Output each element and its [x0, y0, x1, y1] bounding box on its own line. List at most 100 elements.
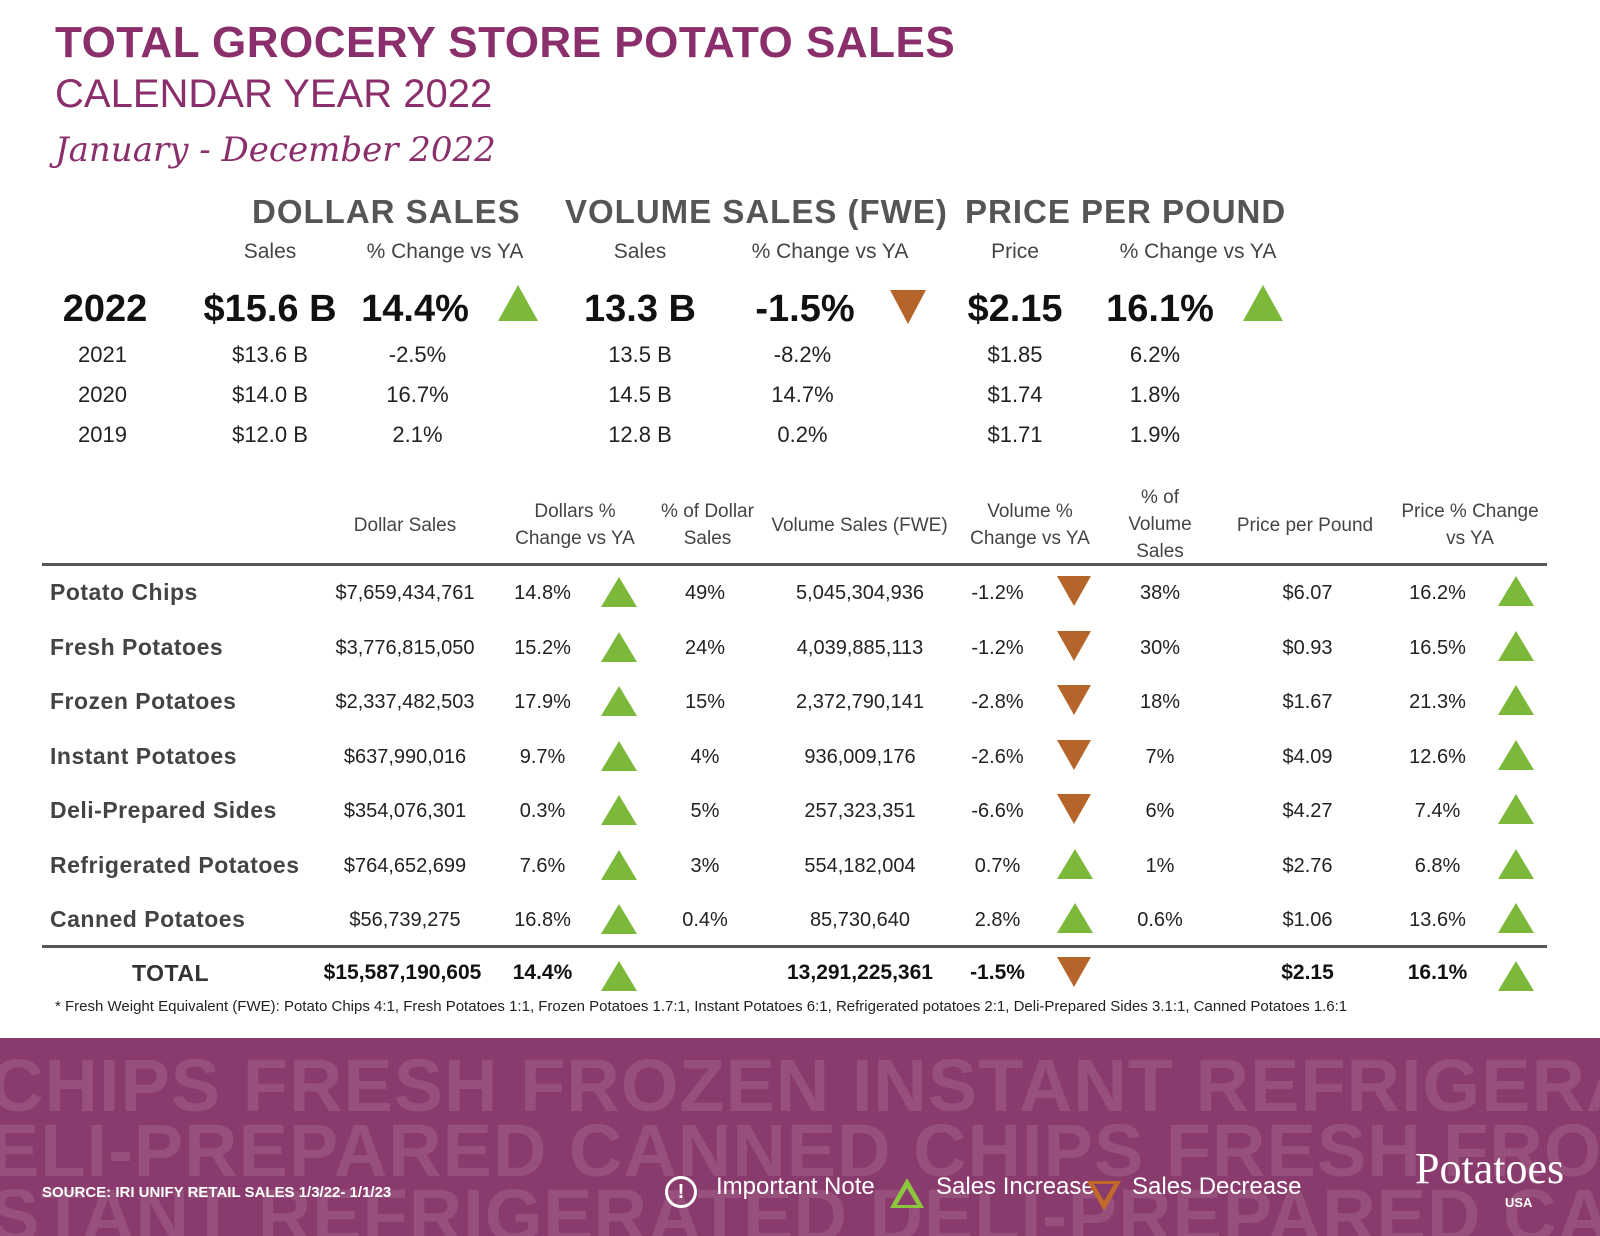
price-subhead: Price: [991, 240, 1039, 263]
dollar-sales-cell: $7,659,434,761: [335, 582, 475, 604]
sales-increase-icon: [1057, 903, 1093, 933]
sales-increase-icon: [1498, 739, 1534, 770]
table-header-rule: [42, 563, 1547, 566]
price-change-cell: 16.2%: [1409, 582, 1466, 604]
summary-dollar-change: 16.7%: [386, 382, 449, 407]
dollar-change-cell: 0.3%: [519, 800, 566, 822]
fwe-footnote: * Fresh Weight Equivalent (FWE): Potato …: [55, 998, 1348, 1015]
watermark-line: ELI-PREPARED CANNED CHIPS FRESH FROZEN I…: [0, 1109, 1600, 1192]
sales-decrease-icon: [1057, 957, 1091, 987]
sales-decrease-icon: [1057, 739, 1091, 770]
dollar-sales-subhead: Sales: [243, 240, 297, 263]
summary-volume-change: -1.5%: [755, 288, 855, 330]
summary-dollar-sales: $14.0 B: [232, 382, 308, 407]
row-category-label: Deli-Prepared Sides: [50, 797, 277, 823]
price-cell: $6.07: [1282, 582, 1333, 604]
price-cell: $1.06: [1282, 909, 1333, 931]
sales-increase-icon: [890, 1178, 924, 1208]
dollar-change-cell: 15.2%: [514, 636, 571, 659]
sales-increase-icon: [498, 285, 538, 321]
pct-volume-cell: 1%: [1145, 854, 1175, 877]
page-title: TOTAL GROCERY STORE POTATO SALES: [55, 18, 956, 67]
summary-price-change: 6.2%: [1129, 342, 1181, 367]
summary-price: $1.85: [987, 342, 1043, 367]
sales-decrease-icon: [890, 290, 926, 324]
dollar-sales-cell: $637,990,016: [343, 745, 467, 768]
pct-volume-cell: 18%: [1139, 691, 1181, 713]
col-volume-sales: Volume Sales (FWE): [771, 515, 948, 536]
summary-price-change: 1.8%: [1129, 382, 1181, 407]
total-dollar-sales: $15,587,190,605: [323, 961, 482, 984]
source-note: SOURCE: IRI UNIFY RETAIL SALES 1/3/22- 1…: [42, 1184, 392, 1201]
sales-decrease-icon: [1057, 794, 1091, 824]
volume-sales-subhead: Sales: [613, 240, 667, 263]
pct-volume-cell: 30%: [1139, 636, 1181, 659]
sales-decrease-icon: [1057, 576, 1091, 606]
date-range: January - December 2022: [55, 130, 496, 170]
volume-sales-cell: 936,009,176: [804, 745, 916, 768]
summary-volume-sales: 13.5 B: [608, 342, 672, 367]
legend-sales-decrease: Sales Decrease: [1132, 1173, 1302, 1200]
pct-dollar-cell: 5%: [690, 800, 720, 822]
sales-increase-icon: [601, 686, 637, 716]
summary-dollar-change: 2.1%: [392, 422, 443, 447]
sales-increase-icon: [601, 961, 637, 991]
legend-sales-increase: Sales Increase: [936, 1173, 1095, 1200]
watermark-line: STANT REFRIGERATED DELI-PREPARED CANNED: [0, 1174, 1600, 1236]
volume-sales-heading: VOLUME SALES (FWE): [565, 193, 948, 230]
volume-change-cell: 2.8%: [974, 909, 1021, 931]
price-change-subhead: % Change vs YA: [1119, 240, 1277, 263]
summary-volume-change: 0.2%: [777, 422, 828, 447]
volume-sales-cell: 257,323,351: [804, 800, 916, 822]
pct-volume-cell: 7%: [1145, 745, 1175, 768]
summary-volume-sales: 14.5 B: [608, 382, 672, 407]
important-note-icon: !: [665, 1176, 697, 1208]
sales-increase-icon: [1498, 794, 1534, 824]
price-cell: $0.93: [1282, 636, 1333, 659]
price-cell: $4.09: [1282, 745, 1333, 768]
total-dollar-change: 14.4%: [512, 961, 573, 984]
sales-increase-icon: [1498, 848, 1534, 879]
potatoes-usa-logo-sub: USA: [1505, 1195, 1533, 1210]
dollar-sales-cell: $2,337,482,503: [335, 691, 475, 713]
summary-dollar-sales: $13.6 B: [232, 342, 308, 367]
row-category-label: Frozen Potatoes: [50, 688, 237, 714]
potatoes-usa-logo: Potatoes: [1415, 1144, 1565, 1193]
pct-dollar-cell: 24%: [684, 636, 726, 659]
summary-volume-change: 14.7%: [771, 382, 834, 407]
pct-volume-cell: 38%: [1139, 582, 1181, 604]
summary-price-change: 1.9%: [1129, 422, 1181, 447]
volume-change-cell: -1.2%: [971, 636, 1024, 659]
col-pct-volume: % of Volume Sales: [1128, 487, 1192, 562]
volume-change-cell: -6.6%: [971, 800, 1024, 822]
volume-sales-cell: 4,039,885,113: [796, 636, 924, 659]
summary-price: $2.15: [967, 288, 1063, 330]
dollar-sales-heading: DOLLAR SALES: [252, 193, 521, 230]
sales-increase-icon: [1243, 285, 1283, 321]
col-dollar-sales: Dollar Sales: [353, 515, 457, 536]
volume-change-cell: 0.7%: [974, 854, 1021, 877]
dollar-change-cell: 9.7%: [519, 745, 566, 768]
watermark-line: CHIPS FRESH FROZEN INSTANT REFRIGERATED …: [0, 1044, 1600, 1127]
price-change-cell: 6.8%: [1414, 854, 1461, 877]
sales-decrease-icon: [1057, 630, 1091, 661]
pct-dollar-cell: 4%: [690, 745, 720, 768]
dollar-change-subhead: % Change vs YA: [366, 240, 524, 263]
summary-year: 2020: [78, 382, 127, 407]
dollar-change-cell: 17.9%: [514, 691, 571, 713]
dollar-sales-cell: $3,776,815,050: [335, 636, 475, 659]
page-subtitle: CALENDAR YEAR 2022: [55, 72, 493, 116]
row-category-label: Canned Potatoes: [50, 906, 246, 932]
price-cell: $1.67: [1282, 691, 1333, 713]
col-dollar-change: Dollars % Change vs YA: [515, 501, 635, 549]
row-category-label: Fresh Potatoes: [50, 633, 224, 660]
total-price-change: 16.1%: [1407, 961, 1468, 984]
total-price: $2.15: [1281, 961, 1334, 984]
sales-increase-icon: [601, 904, 637, 934]
summary-dollar-sales: $12.0 B: [232, 422, 308, 447]
sales-decrease-icon: [1057, 685, 1091, 715]
summary-dollar-change: 14.4%: [361, 288, 469, 330]
sales-increase-icon: [1498, 685, 1534, 715]
volume-change-cell: -2.6%: [971, 745, 1024, 768]
volume-change-cell: -2.8%: [971, 691, 1024, 713]
